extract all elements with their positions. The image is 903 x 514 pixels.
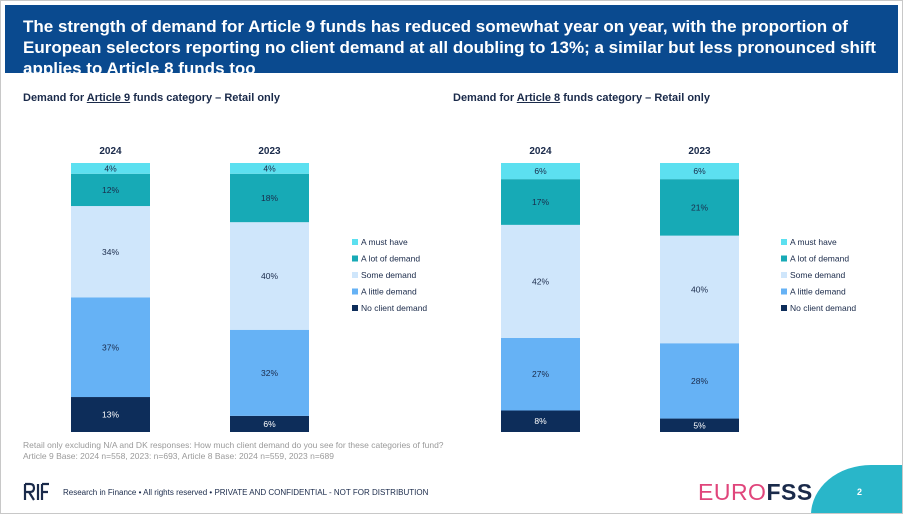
footnote-line-1: Retail only excluding N/A and DK respons…: [23, 440, 444, 450]
data-label: 6%: [693, 166, 706, 176]
legend-swatch-a-must-have: [352, 239, 358, 245]
data-label: 42%: [532, 276, 549, 286]
eurofss-logo: EUROFSS: [698, 479, 813, 506]
legend-swatch-a-little-demand: [352, 288, 358, 295]
bar-segment-no-client-demand: [501, 410, 580, 432]
chart-title-prefix: Demand for: [23, 92, 87, 104]
category-label: 2024: [99, 146, 122, 157]
data-label: 37%: [102, 342, 119, 352]
legend-label: A little demand: [361, 287, 417, 297]
legend-label: A must have: [790, 237, 837, 247]
legend-label: A lot of demand: [361, 254, 420, 264]
bar-segment-some-demand: [660, 235, 739, 344]
data-label: 21%: [691, 202, 708, 212]
chart-title-article-9: Demand for Article 9 funds category – Re…: [23, 92, 280, 104]
footnotes: Retail only excluding N/A and DK respons…: [23, 440, 444, 462]
category-label: 2024: [529, 146, 552, 157]
chart-title-prefix: Demand for: [453, 92, 517, 104]
chart-title-suffix: funds category – Retail only: [130, 92, 280, 104]
legend-label: Some demand: [790, 270, 846, 280]
legend-swatch-some-demand: [352, 272, 358, 278]
data-label: 4%: [263, 163, 276, 173]
bar-segment-a-must-have: [501, 163, 580, 180]
chart-title-underlined: Article 8: [516, 92, 561, 104]
data-label: 40%: [691, 284, 708, 294]
legend-label: A lot of demand: [790, 254, 849, 264]
data-label: 40%: [261, 271, 278, 281]
rif-logo-icon: [23, 482, 49, 501]
legend-swatch-a-lot-of-demand: [352, 255, 358, 262]
legend-label: A must have: [361, 237, 408, 247]
bar-segment-a-little-demand: [501, 337, 580, 411]
data-label: 13%: [102, 410, 119, 420]
data-label: 17%: [532, 197, 549, 207]
legend-label: No client demand: [790, 303, 856, 313]
legend-label: No client demand: [361, 303, 427, 313]
bar-segment-some-demand: [230, 222, 309, 330]
data-label: 4%: [104, 163, 117, 173]
bar-segment-a-lot-of-demand: [230, 173, 309, 223]
data-label: 28%: [691, 376, 708, 386]
bar-segment-a-lot-of-demand: [660, 179, 739, 236]
legend-swatch-a-must-have: [781, 239, 787, 245]
bar-segment-a-little-demand: [660, 343, 739, 419]
legend-label: Some demand: [361, 270, 417, 280]
page-number: 2: [857, 487, 863, 497]
chart-title-article-8: Demand for Article 8 funds category – Re…: [453, 92, 710, 104]
bar-segment-no-client-demand: [230, 415, 309, 432]
legend-swatch-a-lot-of-demand: [781, 255, 787, 262]
data-label: 5%: [693, 420, 706, 430]
legend-swatch-no-client-demand: [781, 305, 787, 311]
bar-segment-a-must-have: [660, 163, 739, 180]
data-label: 34%: [102, 247, 119, 257]
legend-swatch-a-little-demand: [781, 288, 787, 295]
bar-segment-some-demand: [71, 206, 150, 298]
category-label: 2023: [258, 146, 281, 157]
footer-text: Research in Finance • All rights reserve…: [63, 488, 429, 497]
bar-segment-a-little-demand: [71, 297, 150, 398]
footnote-line-2: Article 9 Base: 2024 n=558, 2023: n=693,…: [23, 451, 334, 461]
bar-segment-a-little-demand: [230, 329, 309, 416]
bar-segment-no-client-demand: [660, 418, 739, 432]
data-label: 27%: [532, 369, 549, 379]
category-label: 2023: [688, 146, 711, 157]
legend-swatch-some-demand: [781, 272, 787, 278]
data-label: 6%: [263, 419, 276, 429]
legend-label: A little demand: [790, 287, 846, 297]
bar-segment-a-lot-of-demand: [501, 179, 580, 225]
data-label: 18%: [261, 193, 278, 203]
data-label: 32%: [261, 368, 278, 378]
chart-title-suffix: funds category – Retail only: [560, 92, 710, 104]
data-label: 12%: [102, 185, 119, 195]
chart-title-underlined: Article 9: [86, 92, 131, 104]
data-label: 8%: [534, 416, 547, 426]
slide-title: The strength of demand for Article 9 fun…: [23, 17, 876, 78]
brand-part-1: EURO: [698, 479, 767, 505]
bar-segment-a-lot-of-demand: [71, 173, 150, 207]
brand-part-2: FSS: [766, 479, 813, 505]
bar-segment-a-must-have: [230, 163, 309, 174]
data-label: 6%: [534, 166, 547, 176]
bar-segment-some-demand: [501, 224, 580, 338]
header-banner: The strength of demand for Article 9 fun…: [5, 5, 898, 78]
bar-segment-no-client-demand: [71, 397, 150, 432]
bar-segment-a-must-have: [71, 163, 150, 174]
legend-swatch-no-client-demand: [352, 305, 358, 311]
